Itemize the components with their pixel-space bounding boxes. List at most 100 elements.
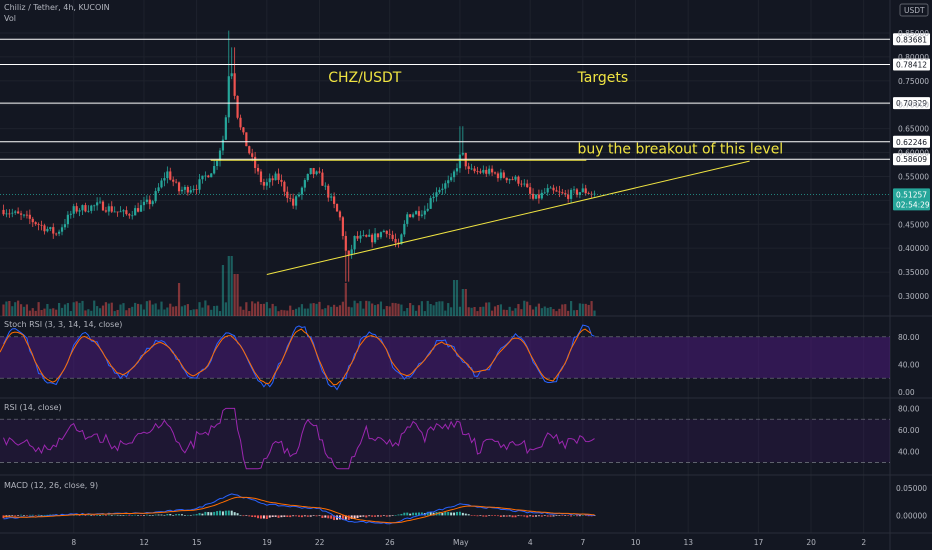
candle-body-91 xyxy=(268,178,271,183)
volume-bar-88 xyxy=(259,303,263,316)
volume-bar-201 xyxy=(590,301,593,316)
candle-body-27 xyxy=(81,205,84,211)
volume-bar-53 xyxy=(157,309,160,316)
macd-hist-bar-99 xyxy=(292,515,295,517)
macd-hist-bar-8 xyxy=(25,515,28,516)
macd-hist-bar-197 xyxy=(578,515,581,517)
candle-body-114 xyxy=(335,203,339,212)
rsi-band xyxy=(0,419,890,463)
volume-bar-106 xyxy=(312,303,315,316)
macd-hist-bar-7 xyxy=(22,515,25,516)
candle-body-154 xyxy=(452,171,456,178)
volume-bar-188 xyxy=(552,309,555,316)
macd-label[interactable]: MACD (12, 26, close, 9) xyxy=(4,481,99,490)
candle-body-125 xyxy=(368,234,371,237)
candle-body-106 xyxy=(312,168,315,175)
volume-bar-68 xyxy=(201,307,204,316)
volume-bar-186 xyxy=(546,307,549,316)
volume-bar-55 xyxy=(163,309,166,316)
volume-bar-22 xyxy=(66,303,69,316)
volume-bar-183 xyxy=(537,303,541,316)
time-tick-11: 17 xyxy=(754,538,764,547)
stoch-rsi-label[interactable]: Stoch RSI (3, 3, 14, 14, close) xyxy=(4,320,123,329)
price-tick-9: 0.40000 xyxy=(898,244,929,253)
macd-hist-bar-77 xyxy=(227,510,230,516)
volume-bar-41 xyxy=(122,303,125,316)
volume-bar-101 xyxy=(297,307,301,316)
macd-hist-bar-186 xyxy=(546,515,549,517)
volume-bar-97 xyxy=(286,310,289,316)
current-price-label: 0.51257 xyxy=(896,190,927,199)
volume-bar-153 xyxy=(450,307,453,316)
candle-body-13 xyxy=(40,224,43,226)
candle-body-78 xyxy=(230,73,233,77)
volume-bar-11 xyxy=(34,310,37,316)
price-tick-5: 0.60000 xyxy=(898,149,929,158)
macd-hist-bar-91 xyxy=(268,515,271,518)
candle-body-16 xyxy=(49,227,52,229)
macd-hist-bar-85 xyxy=(251,515,254,518)
volume-bar-79 xyxy=(233,274,236,316)
candle-body-151 xyxy=(444,183,447,189)
macd-hist-bar-26 xyxy=(78,515,81,516)
macd-hist-bar-66 xyxy=(195,514,198,516)
candle-body-123 xyxy=(362,235,365,236)
volume-bar-131 xyxy=(385,306,388,316)
candle-body-117 xyxy=(344,235,347,251)
macd-hist-bar-29 xyxy=(87,514,90,516)
candle-body-130 xyxy=(382,230,385,233)
volume-bar-112 xyxy=(330,306,333,316)
candle-body-39 xyxy=(116,211,119,213)
volume-bar-44 xyxy=(131,306,134,316)
candle-body-169 xyxy=(496,173,500,179)
volume-bar-199 xyxy=(584,303,587,316)
volume-bar-164 xyxy=(482,306,485,316)
macd-hist-bar-128 xyxy=(377,515,380,517)
volume-bar-100 xyxy=(294,308,298,316)
macd-hist-bar-134 xyxy=(394,515,397,516)
currency-label: USDT xyxy=(904,6,925,15)
price-level-badge-4 xyxy=(893,153,930,166)
volume-bar-195 xyxy=(572,310,576,316)
stoch-d-line xyxy=(0,328,592,386)
macd-hist-bar-118 xyxy=(347,515,350,520)
macd-hist-bar-36 xyxy=(107,514,110,516)
volume-bar-61 xyxy=(180,306,184,316)
macd-hist-bar-164 xyxy=(482,515,485,517)
candle-body-83 xyxy=(245,132,248,147)
macd-hist-bar-94 xyxy=(277,515,280,518)
candle-body-21 xyxy=(63,224,67,228)
volume-bar-171 xyxy=(502,309,505,316)
volume-bar-74 xyxy=(218,311,222,316)
candle-body-63 xyxy=(186,186,189,193)
candle-body-141 xyxy=(414,211,418,215)
price-tick-2: 0.75000 xyxy=(898,77,929,86)
macd-hist-bar-157 xyxy=(461,512,464,516)
candle-body-120 xyxy=(353,235,356,250)
time-tick-4: 22 xyxy=(315,538,325,547)
volume-bar-124 xyxy=(365,300,368,316)
rsi-label[interactable]: RSI (14, close) xyxy=(4,403,62,412)
macd-hist-bar-184 xyxy=(540,515,543,517)
candle-body-127 xyxy=(373,233,377,243)
volume-bars xyxy=(2,256,596,316)
stoch-band xyxy=(0,336,890,379)
macd-hist-bar-58 xyxy=(172,515,175,516)
macd-hist-bar-135 xyxy=(397,514,400,516)
candle-body-50 xyxy=(148,199,151,205)
symbol-title[interactable]: Chiliz / Tether, 4h, KUCOIN xyxy=(4,3,110,12)
candle-body-174 xyxy=(511,179,514,180)
volume-bar-176 xyxy=(517,304,520,316)
candle-body-98 xyxy=(289,197,292,199)
candle-body-198 xyxy=(581,188,584,193)
candle-body-161 xyxy=(473,168,476,172)
volume-bar-9 xyxy=(28,310,31,316)
candle-body-40 xyxy=(119,211,122,213)
volume-bar-132 xyxy=(388,306,391,316)
candle-body-181 xyxy=(531,193,535,199)
candle-body-145 xyxy=(426,208,429,211)
volume-bar-57 xyxy=(169,303,172,316)
volume-bar-39 xyxy=(116,309,119,316)
macd-hist-bar-190 xyxy=(558,515,561,516)
